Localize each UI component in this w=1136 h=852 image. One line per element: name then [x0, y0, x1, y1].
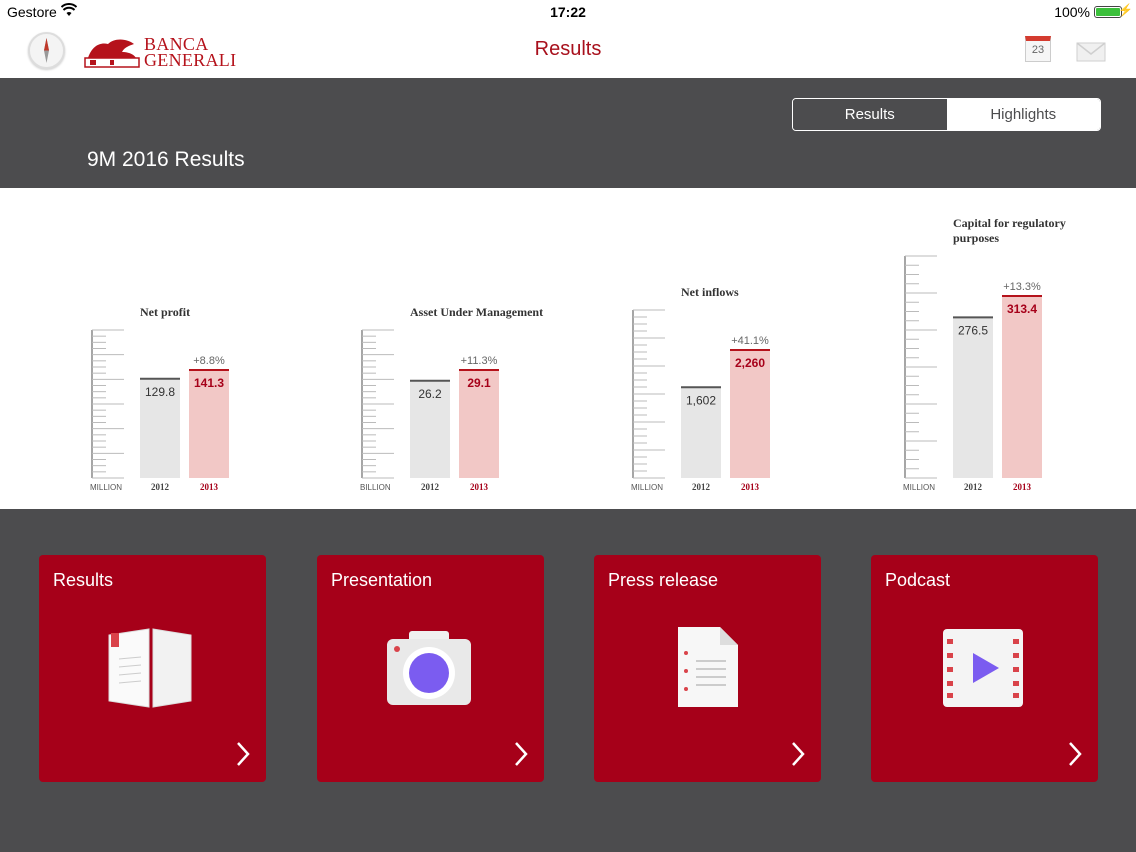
page-title: Results [534, 38, 602, 60]
chart-title: Asset Under Management [410, 305, 543, 319]
book-icon [108, 628, 192, 708]
chart-unit-label: MILLION [903, 483, 935, 492]
chart-bar-2013 [189, 370, 229, 478]
chart-value-label: 1,602 [686, 393, 716, 407]
mail-icon[interactable] [1076, 42, 1106, 62]
chart-value-label: 313.4 [1007, 302, 1037, 316]
chart-bar-2013 [459, 370, 499, 478]
charging-icon: ⚡ [1118, 3, 1133, 17]
chart-change-label: +8.8% [193, 355, 225, 367]
calendar-day: 23 [1031, 44, 1045, 56]
chart-title: Net profit [140, 305, 190, 319]
chart-unit-label: BILLION [360, 483, 391, 492]
compass-icon [44, 38, 49, 63]
chart-category-label: 2013 [741, 482, 760, 492]
tile-podcast[interactable]: Podcast [871, 555, 1098, 782]
chart-title: Net inflows [681, 285, 739, 299]
tile-press-release-label: Press release [608, 570, 719, 590]
lion-logo-icon [84, 39, 140, 68]
tile-press-release[interactable]: Press release [594, 555, 821, 782]
banca-generali-logo: BANCA GENERALI [84, 34, 237, 70]
chart-category-label: 2013 [470, 482, 489, 492]
calendar-button[interactable]: 23 [1025, 36, 1051, 62]
chart-category-label: 2013 [1013, 482, 1032, 492]
tile-results[interactable]: Results [39, 555, 266, 782]
chart-bar-2013 [1002, 296, 1042, 478]
tile-presentation-label: Presentation [331, 570, 433, 590]
chevron-right-icon [515, 742, 528, 766]
segment-highlights[interactable]: Highlights [946, 99, 1100, 130]
tile-presentation[interactable]: Presentation [317, 555, 544, 782]
chart-category-label: 2012 [151, 482, 170, 492]
chart-value-label: 141.3 [194, 376, 224, 390]
chart-value-label: 26.2 [418, 387, 442, 401]
chart-panel: Net profit MILLION 129.8 2012 141.3 2013 +8.8%… [0, 188, 1136, 509]
chart-bar-2012 [140, 378, 180, 478]
chart-change-label: +41.1% [731, 335, 769, 347]
clock: 17:22 [550, 4, 586, 20]
chart-category-label: 2012 [964, 482, 983, 492]
chart-value-label: 2,260 [735, 356, 765, 370]
wifi-icon [61, 3, 77, 16]
navigation-bar: BANCA GENERALI Results 23 [0, 24, 1136, 78]
status-bar: Gestore 17:22 100% ⚡ [0, 0, 1136, 24]
tile-podcast-label: Podcast [885, 570, 951, 590]
chart-change-label: +11.3% [461, 355, 498, 367]
charts-svg: Net profit MILLION 129.8 2012 141.3 2013 +8.8%… [90, 216, 1066, 492]
chart-bar-2013 [730, 350, 770, 478]
chevron-right-icon [1069, 742, 1082, 766]
header-band: Results Highlights 9M 2016 Results [0, 78, 1136, 188]
chart-change-label: +13.3% [1003, 281, 1041, 293]
camera-icon [387, 631, 471, 705]
chart-title: Capital for regulatory [953, 216, 1066, 230]
chart-value-label: 29.1 [467, 376, 491, 390]
chart-bar-2012 [953, 317, 993, 478]
chart-bar-2012 [681, 387, 721, 478]
chart-title: purposes [953, 231, 999, 245]
document-icon [678, 627, 738, 707]
logo-text-generali: GENERALI [144, 50, 237, 70]
battery-percent: 100% [1054, 4, 1090, 20]
chart-unit-label: MILLION [631, 483, 663, 492]
segmented-control: Results Highlights [792, 98, 1101, 131]
period-title: 9M 2016 Results [87, 148, 245, 171]
segment-results[interactable]: Results [793, 99, 947, 130]
chevron-right-icon [237, 742, 250, 766]
battery-icon [1094, 6, 1122, 18]
chevron-right-icon [792, 742, 805, 766]
carrier-label: Gestore [7, 4, 57, 20]
chart-bar-2012 [410, 380, 450, 478]
chart-category-label: 2013 [200, 482, 219, 492]
logo-text-banca: BANCA [144, 34, 209, 54]
chart-category-label: 2012 [421, 482, 440, 492]
chart-unit-label: MILLION [90, 483, 122, 492]
compass-button[interactable] [28, 32, 65, 69]
chart-value-label: 276.5 [958, 323, 988, 337]
chart-category-label: 2012 [692, 482, 711, 492]
chart-value-label: 129.8 [145, 385, 175, 399]
tile-results-label: Results [53, 570, 114, 590]
video-icon [943, 629, 1023, 707]
